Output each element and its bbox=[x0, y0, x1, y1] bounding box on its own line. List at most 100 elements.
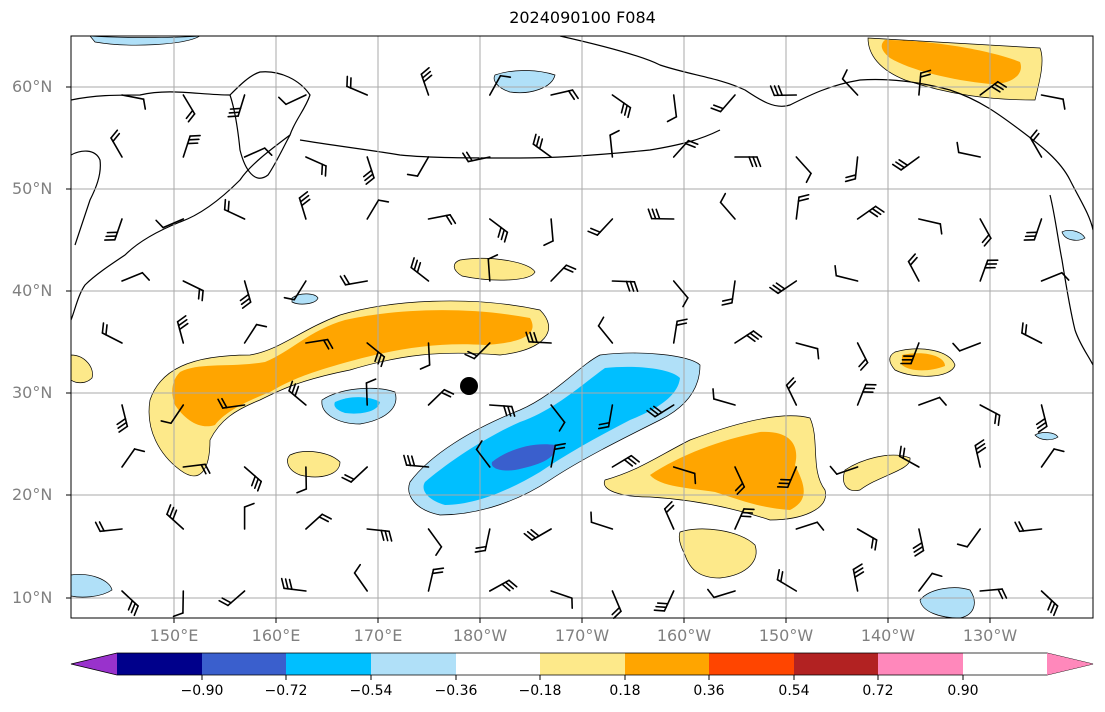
colorbar-tick-label: −0.90 bbox=[180, 683, 224, 699]
wind-barb bbox=[672, 280, 689, 308]
wind-barb bbox=[734, 156, 762, 168]
wind-barb bbox=[1040, 448, 1065, 468]
wind-barb bbox=[464, 342, 491, 360]
wind-barb bbox=[353, 563, 369, 592]
wind-barb bbox=[663, 501, 675, 530]
wind-barb bbox=[918, 572, 943, 592]
negative-anomaly-east-25n bbox=[1034, 432, 1059, 441]
wind-barb bbox=[427, 388, 455, 406]
wind-barb bbox=[776, 569, 798, 592]
wind-barb bbox=[243, 502, 255, 530]
wind-barb bbox=[597, 316, 614, 344]
colorbar-tick-label: 0.72 bbox=[862, 683, 894, 699]
positive-anomaly-top-right-core bbox=[881, 40, 1021, 85]
wind-barb bbox=[283, 280, 307, 301]
lon-label-150w: 150°W bbox=[758, 626, 814, 645]
wind-barb bbox=[707, 588, 736, 599]
wind-barb bbox=[488, 404, 516, 417]
wind-barb bbox=[121, 448, 146, 468]
colorbar-extend-high bbox=[1047, 653, 1093, 675]
axis-ticks bbox=[66, 86, 991, 623]
colorbar-cell bbox=[794, 653, 878, 675]
wind-barb bbox=[734, 330, 763, 344]
positive-anomaly-left-edge bbox=[71, 354, 93, 384]
wind-barb bbox=[288, 380, 307, 406]
colorbar-tick-label: 0.18 bbox=[609, 683, 641, 699]
wind-barb bbox=[277, 94, 307, 106]
wind-barb bbox=[410, 257, 430, 282]
lon-label-180w: 180°W bbox=[452, 626, 508, 645]
wind-barb bbox=[1021, 322, 1043, 344]
lon-label-160w: 160°W bbox=[656, 626, 712, 645]
colorbar-cell bbox=[540, 653, 625, 675]
positive-anomaly-small-40n bbox=[453, 258, 536, 281]
wind-barb bbox=[341, 466, 369, 483]
wind-barb bbox=[834, 264, 859, 282]
wind-barb bbox=[611, 280, 639, 293]
wind-barb bbox=[918, 218, 943, 235]
wind-barb bbox=[795, 342, 820, 360]
positive-anomaly-core-west bbox=[172, 310, 533, 427]
wind-barb bbox=[305, 513, 332, 530]
wind-barb bbox=[116, 404, 129, 433]
wind-barb bbox=[844, 156, 859, 183]
wind-barb bbox=[1040, 590, 1059, 617]
wind-barb bbox=[653, 590, 675, 612]
wind-barb bbox=[121, 94, 147, 110]
colorbar-cell bbox=[456, 653, 540, 675]
colorbar-tick-label: 0.90 bbox=[947, 683, 979, 699]
wind-barb bbox=[898, 445, 920, 468]
wind-barb bbox=[712, 388, 736, 406]
lon-label-170w: 170°W bbox=[554, 626, 610, 645]
wind-barb bbox=[427, 528, 443, 556]
wind-barb bbox=[907, 253, 920, 282]
wind-barb bbox=[532, 133, 552, 158]
colorbar-tick-label: −0.72 bbox=[264, 683, 308, 699]
wind-barb bbox=[956, 528, 982, 548]
wind-barb bbox=[525, 331, 552, 344]
wind-barb bbox=[305, 338, 334, 350]
wind-barb bbox=[710, 94, 736, 113]
wind-barb bbox=[474, 528, 491, 553]
lon-label-130w: 130°W bbox=[962, 626, 1018, 645]
wind-barb bbox=[550, 442, 566, 468]
wind-barb bbox=[550, 89, 579, 101]
negative-anomaly-band-core bbox=[491, 444, 556, 471]
wind-barb bbox=[856, 342, 869, 371]
wind-barb bbox=[101, 322, 123, 344]
wind-barb bbox=[609, 129, 620, 158]
colorbar-cell bbox=[371, 653, 456, 675]
wind-barb bbox=[646, 404, 675, 418]
japan-coastline bbox=[71, 150, 101, 246]
lat-label-30n: 30°N bbox=[12, 383, 53, 402]
negative-anomaly-small-30n-core bbox=[334, 397, 380, 414]
wind-barb bbox=[1035, 404, 1048, 433]
wind-barb bbox=[587, 218, 614, 236]
wind-barb bbox=[176, 315, 189, 344]
wind-barb bbox=[227, 94, 246, 118]
wind-barb bbox=[172, 590, 185, 618]
lat-label-40n: 40°N bbox=[12, 281, 53, 300]
wind-barb bbox=[182, 94, 196, 123]
wind-barb bbox=[1029, 129, 1043, 158]
wind-barb bbox=[611, 94, 632, 119]
wind-barb bbox=[672, 318, 688, 344]
wind-barb bbox=[488, 579, 518, 592]
wind-barb bbox=[918, 396, 947, 406]
wind-barb bbox=[856, 383, 877, 406]
wind-barb bbox=[795, 521, 825, 531]
wind-barb bbox=[734, 466, 746, 495]
wind-barb bbox=[346, 75, 369, 96]
lon-label-170e: 170°E bbox=[353, 626, 403, 645]
wind-barb bbox=[403, 454, 430, 468]
wind-barb bbox=[420, 67, 433, 96]
wind-barb bbox=[611, 454, 640, 468]
wind-barbs bbox=[94, 67, 1070, 619]
wind-barb bbox=[1040, 271, 1070, 282]
wind-barb bbox=[217, 397, 246, 409]
wind-barb bbox=[891, 156, 920, 171]
wind-barb bbox=[182, 280, 204, 302]
wind-barb bbox=[979, 80, 1008, 96]
wind-barb bbox=[952, 342, 982, 352]
